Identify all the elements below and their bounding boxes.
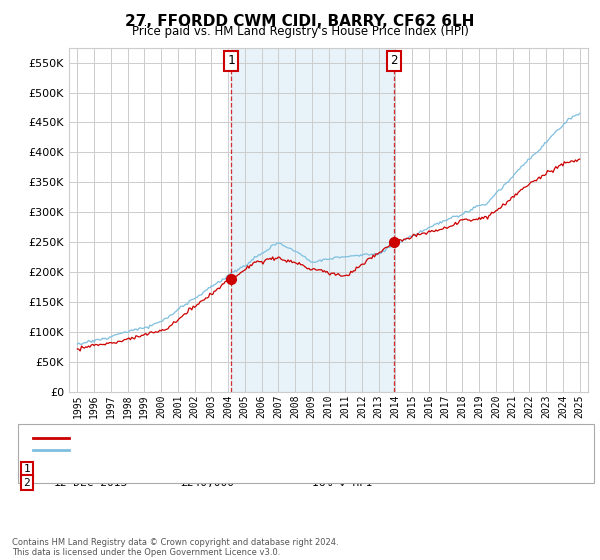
Text: 12-DEC-2013: 12-DEC-2013	[54, 478, 128, 488]
Text: Price paid vs. HM Land Registry's House Price Index (HPI): Price paid vs. HM Land Registry's House …	[131, 25, 469, 38]
Text: 12-MAR-2004: 12-MAR-2004	[54, 464, 128, 474]
Text: HPI: Average price, detached house, Vale of Glamorgan: HPI: Average price, detached house, Vale…	[75, 445, 365, 455]
Text: 27, FFORDD CWM CIDI, BARRY, CF62 6LH: 27, FFORDD CWM CIDI, BARRY, CF62 6LH	[125, 14, 475, 29]
Text: 1: 1	[227, 54, 235, 68]
Text: 2: 2	[391, 54, 398, 68]
Text: 16% ↓ HPI: 16% ↓ HPI	[312, 478, 373, 488]
Bar	[231, 48, 394, 392]
Text: £180,000: £180,000	[180, 464, 234, 474]
Text: 2: 2	[23, 478, 31, 488]
Text: 17% ↓ HPI: 17% ↓ HPI	[312, 464, 373, 474]
Text: Contains HM Land Registry data © Crown copyright and database right 2024.
This d: Contains HM Land Registry data © Crown c…	[12, 538, 338, 557]
Text: £240,000: £240,000	[180, 478, 234, 488]
Text: 27, FFORDD CWM CIDI, BARRY, CF62 6LH (detached house): 27, FFORDD CWM CIDI, BARRY, CF62 6LH (de…	[75, 433, 385, 444]
Text: 1: 1	[23, 464, 31, 474]
